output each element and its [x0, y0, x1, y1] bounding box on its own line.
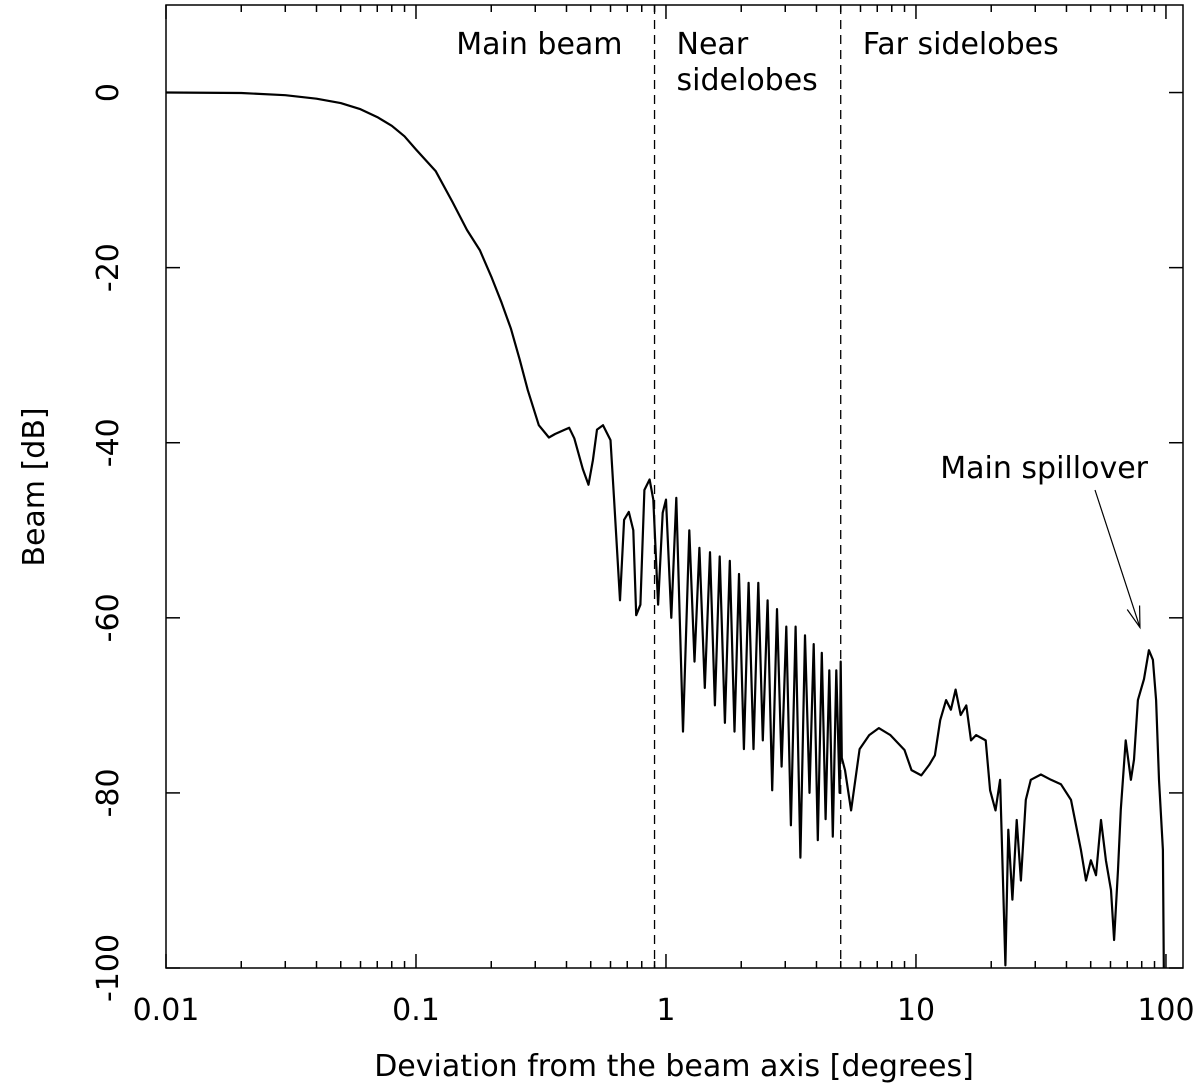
y-tick-label: -60	[91, 593, 126, 642]
region-label-line: Far sidelobes	[863, 27, 1059, 62]
annotation: Main spillover	[940, 451, 1148, 486]
region-label: Far sidelobes	[863, 27, 1059, 62]
x-tick-label: 100	[1137, 993, 1194, 1028]
beam-curve	[165, 91, 1165, 969]
x-tick-label: 0.1	[392, 993, 440, 1028]
region-label: Main beam	[456, 27, 622, 62]
y-tick-label: -100	[91, 934, 126, 1002]
region-label-line: Near	[677, 27, 749, 62]
y-tick-label: -40	[91, 418, 126, 467]
y-tick-label: 0	[91, 83, 126, 102]
x-tick-label: 10	[897, 993, 935, 1028]
region-label-line: sidelobes	[677, 63, 818, 98]
plot-frame	[165, 4, 1184, 969]
region-label: Near sidelobes	[677, 27, 818, 98]
x-axis-label: Deviation from the beam axis [degrees]	[374, 1049, 974, 1084]
x-tick-label: 0.01	[133, 993, 200, 1028]
annotation-arrow	[1094, 489, 1141, 628]
y-tick-label: -20	[91, 243, 126, 292]
x-tick-label: 1	[656, 993, 675, 1028]
y-axis-label: Beam [dB]	[17, 407, 52, 566]
y-tick-label: -80	[91, 768, 126, 817]
annotation-arrowhead	[1126, 605, 1141, 630]
region-label-line: Main beam	[456, 27, 622, 62]
